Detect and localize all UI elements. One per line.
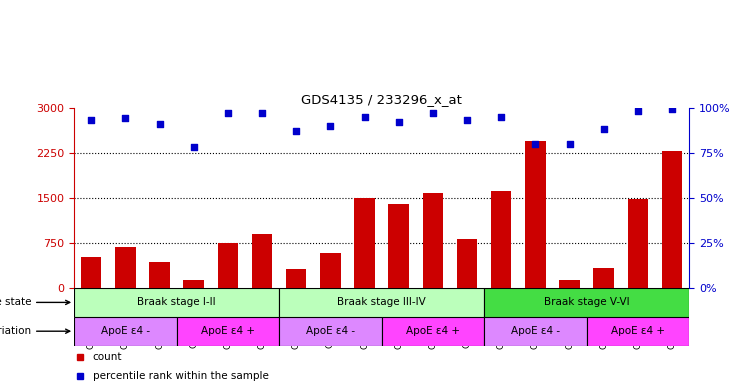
Text: genotype/variation: genotype/variation <box>0 326 70 336</box>
Bar <box>74 317 176 346</box>
Point <box>427 110 439 116</box>
Text: ApoE ε4 -: ApoE ε4 - <box>101 326 150 336</box>
Bar <box>286 269 307 288</box>
Bar <box>382 317 484 346</box>
Bar <box>115 247 136 288</box>
Bar <box>149 262 170 288</box>
Bar <box>491 190 511 288</box>
Bar <box>388 204 409 288</box>
Bar <box>484 288 689 317</box>
Bar <box>74 288 279 317</box>
Point <box>153 121 165 127</box>
Bar <box>484 317 587 346</box>
Bar <box>279 317 382 346</box>
Text: ApoE ε4 -: ApoE ε4 - <box>306 326 355 336</box>
Text: Braak stage III-IV: Braak stage III-IV <box>337 297 426 308</box>
Point <box>119 115 131 121</box>
Bar <box>662 151 682 288</box>
Bar <box>525 141 545 288</box>
Point <box>564 141 576 147</box>
Point <box>325 122 336 129</box>
Bar <box>628 199 648 288</box>
Point <box>632 108 644 114</box>
Bar <box>320 253 341 288</box>
Bar <box>456 239 477 288</box>
Point <box>290 128 302 134</box>
Point <box>495 113 507 119</box>
Bar <box>81 257 102 288</box>
Bar <box>184 280 204 288</box>
Text: ApoE ε4 -: ApoE ε4 - <box>511 326 560 336</box>
Point <box>666 106 678 113</box>
Bar <box>176 317 279 346</box>
Point <box>393 119 405 125</box>
Bar <box>594 268 614 288</box>
Point <box>359 113 370 119</box>
Point <box>461 117 473 123</box>
Point <box>598 126 610 132</box>
Point <box>187 144 199 150</box>
Point <box>256 110 268 116</box>
Text: percentile rank within the sample: percentile rank within the sample <box>93 371 268 381</box>
Bar <box>279 288 484 317</box>
Text: count: count <box>93 352 122 362</box>
Text: ApoE ε4 +: ApoE ε4 + <box>201 326 255 336</box>
Bar <box>218 243 238 288</box>
Point <box>222 110 234 116</box>
Text: ApoE ε4 +: ApoE ε4 + <box>611 326 665 336</box>
Bar <box>354 198 375 288</box>
Text: ApoE ε4 +: ApoE ε4 + <box>406 326 460 336</box>
Text: Braak stage V-VI: Braak stage V-VI <box>544 297 629 308</box>
Bar <box>252 234 272 288</box>
Bar <box>587 317 689 346</box>
Title: GDS4135 / 233296_x_at: GDS4135 / 233296_x_at <box>301 93 462 106</box>
Point <box>529 141 541 147</box>
Text: Braak stage I-II: Braak stage I-II <box>137 297 216 308</box>
Bar <box>422 193 443 288</box>
Point <box>85 117 97 123</box>
Bar <box>559 280 579 288</box>
Text: disease state: disease state <box>0 297 70 308</box>
